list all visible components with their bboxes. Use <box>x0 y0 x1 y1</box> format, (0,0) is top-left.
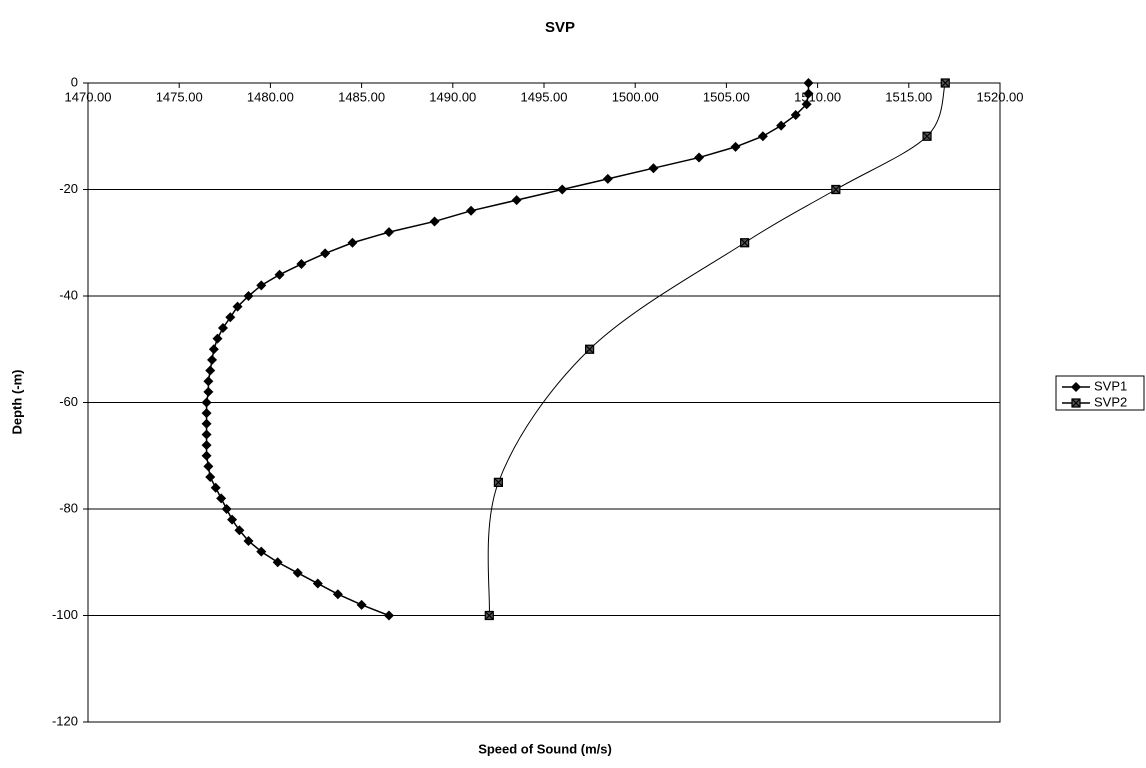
point <box>803 78 814 88</box>
point <box>383 227 394 238</box>
point <box>757 131 768 142</box>
legend-marker <box>1071 382 1081 392</box>
legend-box <box>1055 375 1145 411</box>
point <box>801 99 812 110</box>
point <box>940 78 950 88</box>
point <box>207 354 218 365</box>
point <box>221 504 232 514</box>
point <box>429 216 440 227</box>
x-tick-label: 1515.00 <box>885 89 932 104</box>
point <box>790 109 801 120</box>
point <box>585 344 595 354</box>
point <box>356 599 367 610</box>
point <box>740 238 750 248</box>
y-tick-label: -60 <box>59 394 78 409</box>
x-tick-label: 1500.00 <box>612 89 659 104</box>
point <box>803 88 814 99</box>
x-tick-label: 1475.00 <box>156 89 203 104</box>
point <box>831 184 841 195</box>
point <box>332 589 343 600</box>
legend-marker <box>1071 398 1081 408</box>
point <box>648 163 659 174</box>
point <box>484 610 494 621</box>
legend-label: SVP1 <box>1094 378 1127 393</box>
point <box>227 514 238 525</box>
point <box>201 408 212 419</box>
point <box>272 557 283 568</box>
x-tick-label: 1505.00 <box>703 89 750 104</box>
x-tick-label: 1520.00 <box>977 89 1024 104</box>
point <box>210 482 221 493</box>
chart-title: SVP <box>545 19 575 36</box>
point <box>217 322 228 333</box>
y-tick-label: -20 <box>59 181 78 196</box>
point <box>511 195 522 206</box>
y-tick-label: -40 <box>59 287 78 302</box>
point <box>201 418 212 429</box>
point <box>201 440 212 451</box>
x-tick-label: 1470.00 <box>65 89 112 104</box>
x-tick-label: 1490.00 <box>429 89 476 104</box>
point <box>383 610 394 621</box>
point <box>292 567 303 578</box>
point <box>694 152 705 163</box>
point <box>243 291 254 301</box>
point <box>730 141 741 152</box>
point <box>922 131 932 141</box>
y-tick-label: -100 <box>52 607 78 622</box>
point <box>312 578 323 589</box>
x-tick-label: 1485.00 <box>338 89 385 104</box>
point <box>208 344 219 355</box>
point <box>256 546 267 557</box>
y-tick-label: -120 <box>52 713 78 728</box>
point <box>557 184 568 195</box>
point <box>493 477 503 487</box>
point <box>466 205 477 216</box>
point <box>256 280 267 291</box>
x-tick-label: 1480.00 <box>247 89 294 104</box>
point <box>347 237 358 248</box>
point <box>205 472 216 483</box>
point <box>205 365 216 376</box>
x-axis-label: Speed of Sound (m/s) <box>478 741 612 756</box>
point <box>776 120 787 131</box>
point <box>216 493 227 504</box>
legend-label: SVP2 <box>1094 394 1127 409</box>
y-tick-label: 0 <box>71 74 78 89</box>
series-line <box>487 82 946 616</box>
point <box>201 450 212 461</box>
point <box>243 535 254 546</box>
x-tick-label: 1495.00 <box>521 89 568 104</box>
point <box>203 376 214 387</box>
y-axis-label: Depth (-m) <box>9 370 24 435</box>
point <box>602 173 613 184</box>
point <box>234 525 245 536</box>
point <box>201 397 212 408</box>
x-tick-label: 1510.00 <box>794 89 841 104</box>
point <box>225 312 236 323</box>
point <box>296 259 307 270</box>
point <box>201 429 212 440</box>
point <box>232 301 243 312</box>
point <box>212 333 223 344</box>
point <box>274 269 285 280</box>
y-tick-label: -80 <box>59 500 78 515</box>
series-line <box>205 83 810 617</box>
point <box>320 248 331 259</box>
point <box>203 386 214 397</box>
point <box>203 461 214 472</box>
